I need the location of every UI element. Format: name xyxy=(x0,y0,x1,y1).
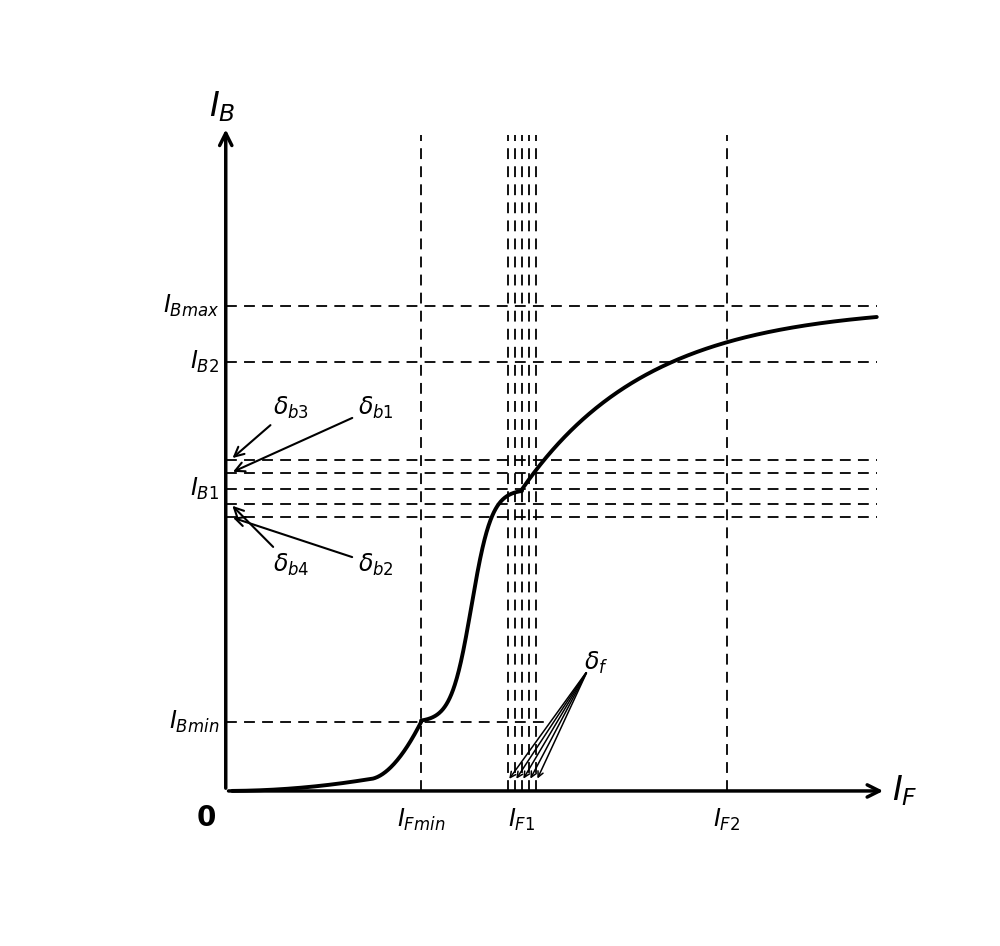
Text: $I_{F2}$: $I_{F2}$ xyxy=(713,807,741,833)
Text: $I_{Fmin}$: $I_{Fmin}$ xyxy=(397,807,445,833)
Text: $I_F$: $I_F$ xyxy=(892,774,918,808)
Text: $I_{Bmin}$: $I_{Bmin}$ xyxy=(169,709,220,735)
Text: $I_{Bmax}$: $I_{Bmax}$ xyxy=(163,292,220,319)
Text: $I_{B2}$: $I_{B2}$ xyxy=(190,348,220,375)
Text: $\delta_{b3}$: $\delta_{b3}$ xyxy=(234,394,309,457)
Text: $\delta_{b2}$: $\delta_{b2}$ xyxy=(235,517,393,578)
Text: $I_{F1}$: $I_{F1}$ xyxy=(508,807,536,833)
Text: $\delta_{b1}$: $\delta_{b1}$ xyxy=(235,394,393,471)
Text: $I_{B1}$: $I_{B1}$ xyxy=(190,476,220,502)
Text: $I_B$: $I_B$ xyxy=(209,90,235,125)
Text: $\delta_f$: $\delta_f$ xyxy=(584,650,608,676)
Text: 0: 0 xyxy=(197,804,216,832)
Text: $\delta_{b4}$: $\delta_{b4}$ xyxy=(234,507,309,578)
